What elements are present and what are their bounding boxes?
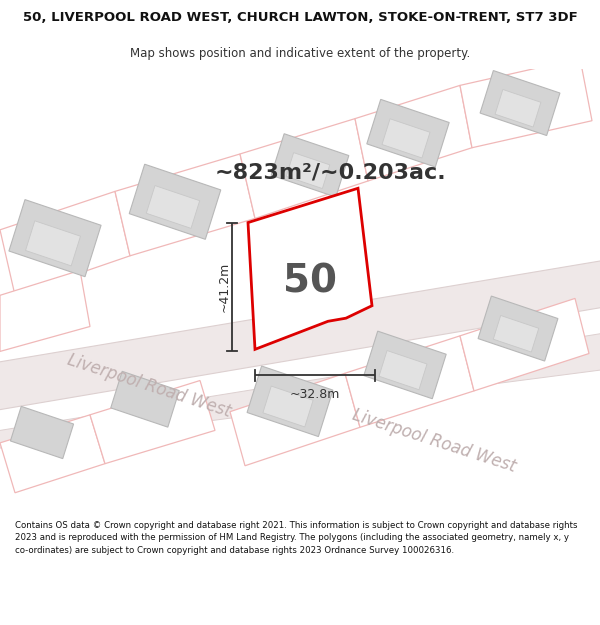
Polygon shape — [480, 71, 560, 136]
Polygon shape — [493, 316, 539, 352]
Polygon shape — [364, 331, 446, 399]
Polygon shape — [0, 334, 600, 448]
Polygon shape — [247, 366, 333, 437]
Polygon shape — [495, 89, 541, 127]
Polygon shape — [460, 58, 592, 148]
Text: Contains OS data © Crown copyright and database right 2021. This information is : Contains OS data © Crown copyright and d… — [15, 521, 577, 555]
Polygon shape — [240, 119, 368, 218]
Polygon shape — [379, 351, 427, 390]
Polygon shape — [26, 221, 80, 266]
Polygon shape — [9, 199, 101, 277]
Polygon shape — [90, 381, 215, 464]
Text: 50: 50 — [283, 262, 337, 301]
Polygon shape — [248, 188, 372, 349]
Polygon shape — [146, 186, 200, 228]
Text: Map shows position and indicative extent of the property.: Map shows position and indicative extent… — [130, 47, 470, 60]
Polygon shape — [0, 271, 90, 351]
Polygon shape — [271, 134, 349, 197]
Polygon shape — [111, 371, 179, 427]
Polygon shape — [478, 296, 558, 361]
Text: ~41.2m: ~41.2m — [218, 262, 230, 312]
Polygon shape — [355, 86, 472, 181]
Polygon shape — [129, 164, 221, 239]
Polygon shape — [0, 261, 600, 409]
Text: 50, LIVERPOOL ROAD WEST, CHURCH LAWTON, STOKE-ON-TRENT, ST7 3DF: 50, LIVERPOOL ROAD WEST, CHURCH LAWTON, … — [23, 11, 577, 24]
Polygon shape — [367, 99, 449, 167]
Text: ~32.8m: ~32.8m — [290, 388, 340, 401]
Polygon shape — [263, 386, 313, 427]
Text: Liverpool Road West: Liverpool Road West — [350, 406, 518, 476]
Polygon shape — [115, 154, 255, 256]
Polygon shape — [0, 191, 130, 295]
Polygon shape — [286, 152, 330, 189]
Polygon shape — [10, 406, 74, 459]
Polygon shape — [230, 373, 360, 466]
Polygon shape — [345, 336, 474, 428]
Text: ~823m²/~0.203ac.: ~823m²/~0.203ac. — [214, 162, 446, 182]
Polygon shape — [460, 298, 589, 391]
Polygon shape — [382, 119, 430, 158]
Polygon shape — [0, 415, 105, 492]
Text: Liverpool Road West: Liverpool Road West — [65, 351, 233, 421]
